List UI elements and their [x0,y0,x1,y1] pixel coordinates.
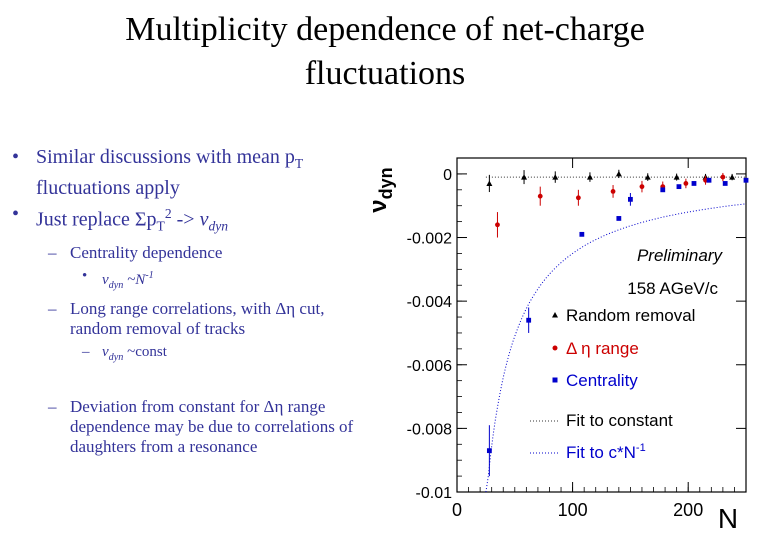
annotation-preliminary: Preliminary [637,246,724,265]
centrality-point [628,196,633,202]
plot-fits [485,176,746,493]
centrality-point [616,216,622,221]
random-removal-point [729,174,736,180]
slide-title-line2: fluctuations [304,55,466,92]
bullet-replace-sup: 2 [164,206,172,221]
legend--range-marker [552,345,558,351]
y-tick-label: -0.002 [407,231,452,248]
-range-point [720,174,726,180]
point-long-range-tail: ~const [123,343,167,360]
-range-point [639,184,645,190]
plot-axes: 0-0.002-0.004-0.006-0.008-0.010 100 200 [407,157,747,520]
y-axis-label-sub: dyn [376,167,396,199]
bullet-replace-sigma: Σp [134,208,157,231]
y-axis-label-nu: ν [365,199,392,212]
bullet-list: Similar discussions with mean pT fluctua… [10,145,355,457]
bullet-replace-sub: T [156,218,165,234]
centrality-point [676,184,682,190]
x-tick-label: 0 [452,500,462,520]
centrality-point [579,231,585,237]
plot-marks [486,169,749,477]
-range-point [537,193,543,199]
bullet-mean-pt-tail: fluctuations apply [36,177,180,199]
point-long-range-sub: dyn [108,351,124,363]
-range-point [495,222,500,228]
point-long-range-nu: ν [102,343,109,360]
legend-random-removal-label: Random removal [566,306,695,325]
centrality-point [743,177,749,183]
legend-centrality-marker [552,377,558,383]
random-removal-point [615,170,622,177]
legend-centrality-label: Centrality [566,371,638,390]
centrality-point [722,181,728,186]
legend-fit-inverse-sup: -1 [636,442,646,454]
y-tick-label: -0.006 [407,358,452,375]
subbullet-centrality-text: Centrality dependence [70,242,223,262]
-range-point [575,195,581,201]
subbullet-long-range: – Long range correlations, with Δη cut, r… [48,298,325,338]
-range-point [683,181,689,186]
point-centrality-tail: ~N [123,271,146,288]
centrality-point [526,317,532,323]
centrality-point [486,448,492,454]
legend--range-label: Δ η range [566,339,639,358]
x-axis-label: N [718,503,738,534]
centrality-point [691,181,697,186]
bullet-mean-pt-text: Similar discussions with mean p [36,146,295,168]
plot-legend: Random removal Δ η range Centrality Fit to … [530,306,695,462]
bullet-replace: Just replace ΣpT2 -> νdyn [10,202,355,239]
slide-title: Multiplicity dependence of net-charge fl… [60,8,710,96]
subbullet-deviation: – Deviation from constant for Δη range de… [48,396,354,456]
fit-inverse-curve [485,203,745,493]
y-tick-label: -0.01 [416,485,453,502]
bullet-replace-text: Just replace [36,208,135,231]
legend-fit-constant-label: Fit to constant [566,411,673,430]
x-tick-label: 200 [673,500,703,520]
random-removal-point [486,180,493,186]
bullet-replace-nu-sub: dyn [208,218,229,234]
random-removal-point [673,174,680,180]
random-removal-point [644,174,651,180]
-range-point [610,189,616,194]
subbullet-long-range-text: Long range correlations, with Δη cut, ra… [70,298,325,338]
bullet-mean-pt: Similar discussions with mean pT fluctua… [10,145,355,200]
legend-random-removal-marker [552,312,558,318]
y-tick-label: 0 [443,167,452,184]
slide-title-line1: Multiplicity dependence of net-charge [125,11,645,48]
random-removal-point [552,174,559,180]
y-axis-label: νdyn [365,167,396,212]
y-tick-label: -0.008 [407,421,452,438]
bullet-replace-arrow: -> [171,208,200,231]
random-removal-point [586,174,593,180]
subbullet-centrality: – Centrality dependence [48,242,223,262]
nu-dyn-plot: 0-0.002-0.004-0.006-0.008-0.010 100 200 Ra… [365,157,749,534]
bullet-mean-pt-sub: T [294,156,304,171]
bullet-replace-nu: ν [199,208,209,231]
random-removal-point [521,174,528,180]
plot-frame [456,157,747,493]
annotation-energy: 158 AGeV/c [627,279,718,298]
subbullet-deviation-text: Deviation from constant for Δη range dep… [70,396,354,456]
centrality-point [660,187,666,193]
point-centrality-sub: dyn [108,279,124,291]
point-centrality-sup: -1 [145,269,154,281]
point-centrality: • νdyn ~N-1 [82,267,154,291]
centrality-point [706,177,712,183]
point-long-range: – νdyn ~const [82,343,167,363]
legend-fit-inverse-label: Fit to c*N-1 [566,442,646,462]
point-centrality-nu: ν [102,271,109,288]
x-tick-label: 100 [558,500,588,520]
y-tick-label: -0.004 [407,294,452,311]
